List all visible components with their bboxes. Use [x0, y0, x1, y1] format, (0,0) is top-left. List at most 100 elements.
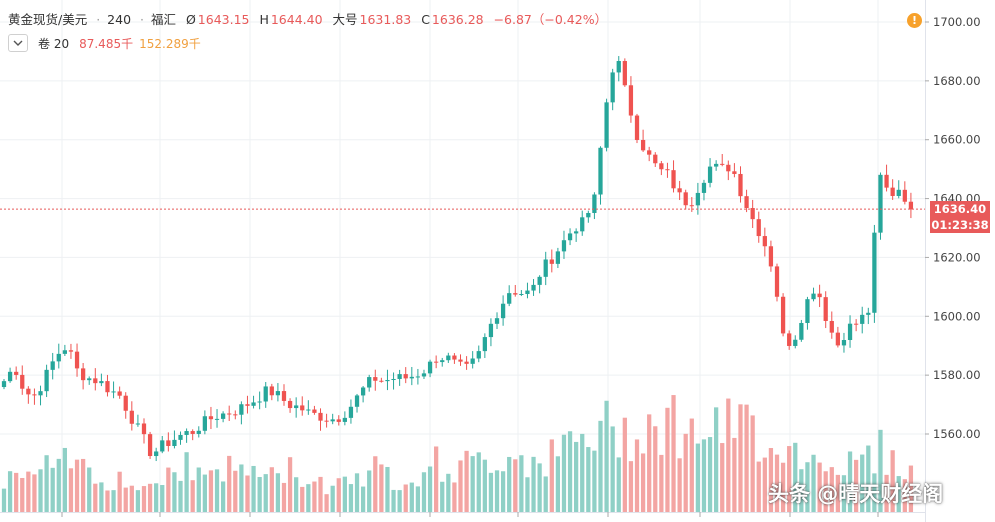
- volume-bar: [567, 431, 573, 512]
- candle-body: [604, 102, 609, 148]
- volume-bar: [884, 474, 889, 512]
- volume-bar: [178, 480, 183, 512]
- volume-bar: [628, 461, 634, 512]
- volume-bar: [196, 467, 201, 512]
- candle-body: [872, 232, 877, 313]
- volume-bar: [135, 490, 141, 512]
- volume-bar: [415, 486, 421, 512]
- candle-body: [580, 217, 585, 232]
- volume-bar: [354, 473, 360, 512]
- candle-body: [99, 381, 104, 384]
- volume-bar: [141, 486, 147, 512]
- volume-bar: [464, 450, 469, 512]
- volume-bar: [93, 483, 98, 512]
- candle-body: [586, 212, 591, 218]
- volume-bar: [294, 477, 299, 512]
- candle-body: [902, 189, 907, 202]
- warning-icon[interactable]: !: [907, 13, 922, 28]
- candle-body: [494, 318, 500, 324]
- candle-body: [531, 284, 536, 291]
- candle-body: [500, 303, 506, 319]
- candle-body: [841, 340, 847, 346]
- candle-body: [695, 192, 701, 206]
- candle-body: [854, 323, 859, 325]
- current-price-tag: 1636.40: [930, 201, 990, 218]
- volume-bar: [561, 434, 567, 512]
- low-label: 大号: [332, 12, 358, 27]
- candle-body: [287, 400, 293, 409]
- volume-bar: [281, 482, 287, 512]
- interval-label[interactable]: 240: [107, 12, 132, 27]
- volume-bar: [233, 470, 238, 512]
- volume-bar: [653, 426, 658, 512]
- candle-body: [32, 394, 37, 396]
- candle-body: [823, 297, 828, 321]
- candle-body: [373, 377, 378, 381]
- volume-bar: [105, 490, 110, 512]
- volume-bar: [397, 490, 402, 512]
- candle-body: [665, 169, 670, 171]
- candle-body: [427, 361, 433, 374]
- candle-body: [701, 182, 707, 193]
- candle-body: [689, 205, 694, 207]
- volume-bar: [488, 472, 494, 512]
- volume-bar: [847, 451, 853, 512]
- volume-bar: [677, 458, 682, 512]
- candle-body: [890, 187, 895, 196]
- collapse-legend-button[interactable]: [8, 34, 28, 52]
- candle-body: [774, 266, 780, 297]
- volume-bar: [123, 487, 128, 512]
- volume-bar: [20, 477, 25, 512]
- volume-bar: [214, 469, 220, 512]
- volume-bar: [470, 456, 475, 512]
- volume-bar: [391, 489, 396, 512]
- candle-body: [787, 333, 792, 346]
- volume-bar: [379, 464, 384, 512]
- volume-bar: [482, 459, 487, 512]
- candle-body: [488, 323, 494, 338]
- candle-body: [561, 240, 567, 252]
- volume-bar: [683, 433, 688, 512]
- candle-body: [68, 350, 74, 352]
- volume-bar: [476, 452, 481, 512]
- candle-body: [172, 439, 177, 446]
- volume-legend: 卷 20 87.485千 152.289千: [8, 34, 201, 52]
- volume-bar: [555, 456, 561, 512]
- volume-bar: [720, 443, 725, 512]
- volume-bar: [835, 474, 841, 512]
- candle-body: [318, 412, 323, 421]
- price-tick-label: 1660.00: [933, 133, 981, 147]
- candle-body: [154, 451, 159, 457]
- candle-body: [233, 414, 238, 416]
- candle-body: [330, 419, 335, 422]
- volume-bar: [811, 454, 816, 512]
- candle-body: [610, 72, 615, 103]
- candle-body: [397, 374, 402, 379]
- volume-bar: [202, 474, 207, 512]
- symbol-legend: 黄金现货/美元 · 240 · 福汇 Ø 1643.15 H 1644.40 大号 1…: [8, 9, 609, 28]
- volume-bar: [872, 473, 877, 512]
- candle-body: [80, 368, 86, 381]
- chevron-down-icon: [13, 40, 23, 46]
- candle-body: [391, 378, 396, 381]
- volume-bar: [817, 462, 822, 512]
- volume-bar: [622, 417, 627, 512]
- symbol-name[interactable]: 黄金现货/美元: [8, 12, 88, 27]
- candle-body: [348, 406, 354, 418]
- volume-bar: [74, 459, 80, 512]
- volume-bar: [87, 467, 92, 512]
- volume-bar: [440, 481, 445, 512]
- candle-body: [482, 337, 487, 352]
- volume-bar: [902, 479, 907, 512]
- volume-label[interactable]: 卷 20: [38, 36, 70, 51]
- volume-bar: [7, 471, 13, 512]
- candle-body: [239, 404, 244, 415]
- candle-body: [817, 293, 822, 298]
- candle-body: [647, 150, 652, 155]
- candle-body: [738, 173, 743, 197]
- volume-bar: [707, 437, 713, 512]
- volume-bar: [774, 454, 780, 512]
- volume-bar: [823, 471, 828, 512]
- volume-bar: [500, 471, 506, 512]
